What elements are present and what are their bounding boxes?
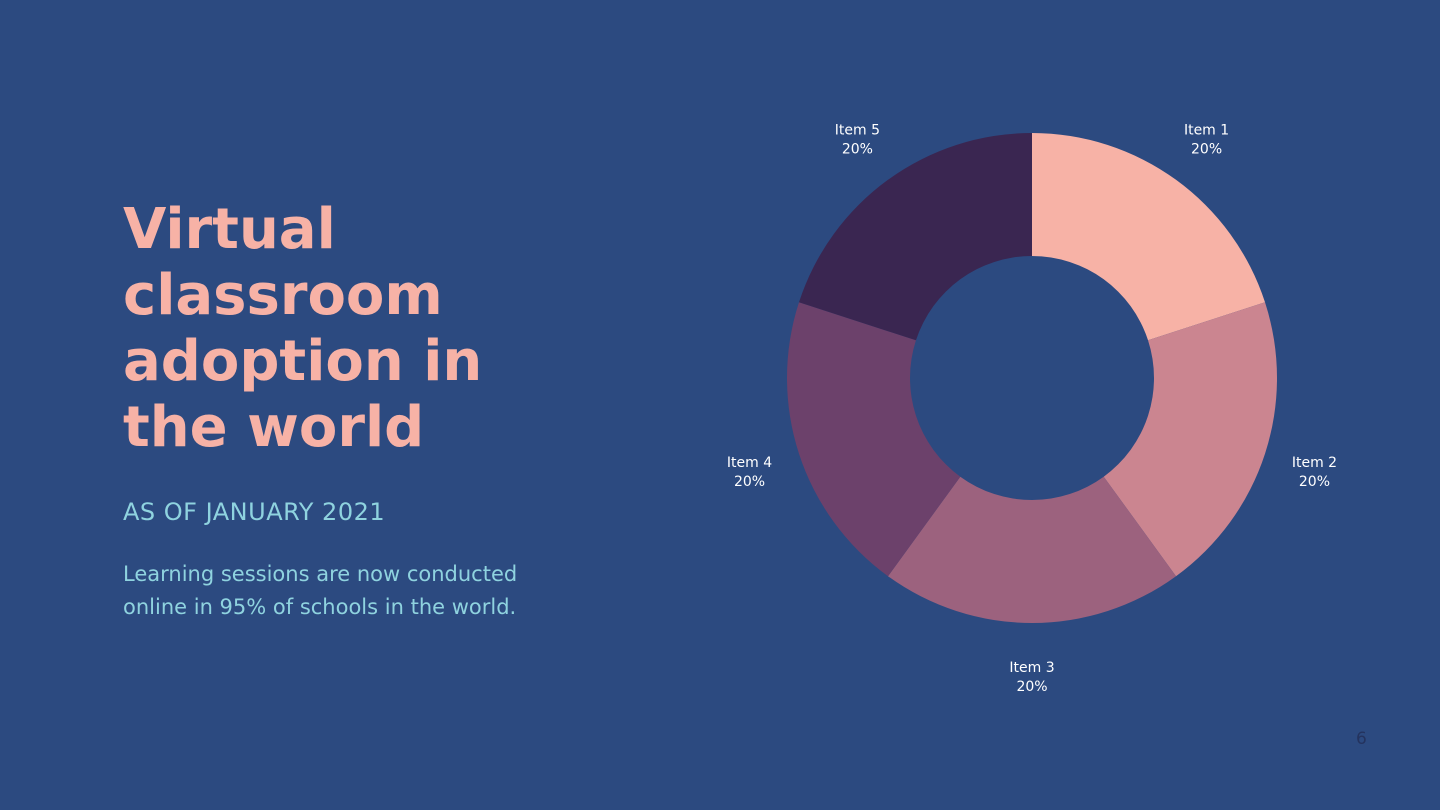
slice-label-name-4: Item 4 (727, 455, 772, 471)
slice-label-name-1: Item 1 (1184, 123, 1229, 139)
slide-body-text: Learning sessions are now conducted onli… (123, 562, 518, 619)
donut-slice-3 (887, 476, 1177, 624)
slice-label-value-4: 20% (734, 474, 765, 490)
slice-label-value-1: 20% (1191, 142, 1222, 158)
donut-slice-5 (798, 133, 1032, 341)
slice-label-value-2: 20% (1299, 474, 1330, 490)
slice-label-value-3: 20% (1016, 679, 1047, 695)
donut-slice-2 (1103, 302, 1277, 577)
slice-label-name-2: Item 2 (1292, 455, 1337, 471)
page-number: 6 (1356, 729, 1367, 749)
slide-title: Virtual classroom adoption in the world (123, 197, 483, 460)
donut-slice-1 (1032, 133, 1266, 341)
slice-label-value-5: 20% (842, 142, 873, 158)
donut-slices (787, 133, 1277, 624)
donut-labels: Item 1 20% Item 2 20% Item 3 20% Item 4 20% Item… (727, 123, 1337, 695)
slice-label-name-3: Item 3 (1009, 660, 1054, 676)
donut-slice-4 (787, 302, 961, 577)
slide-subtitle: AS OF JANUARY 2021 (123, 498, 386, 526)
slice-label-name-5: Item 5 (835, 123, 880, 139)
